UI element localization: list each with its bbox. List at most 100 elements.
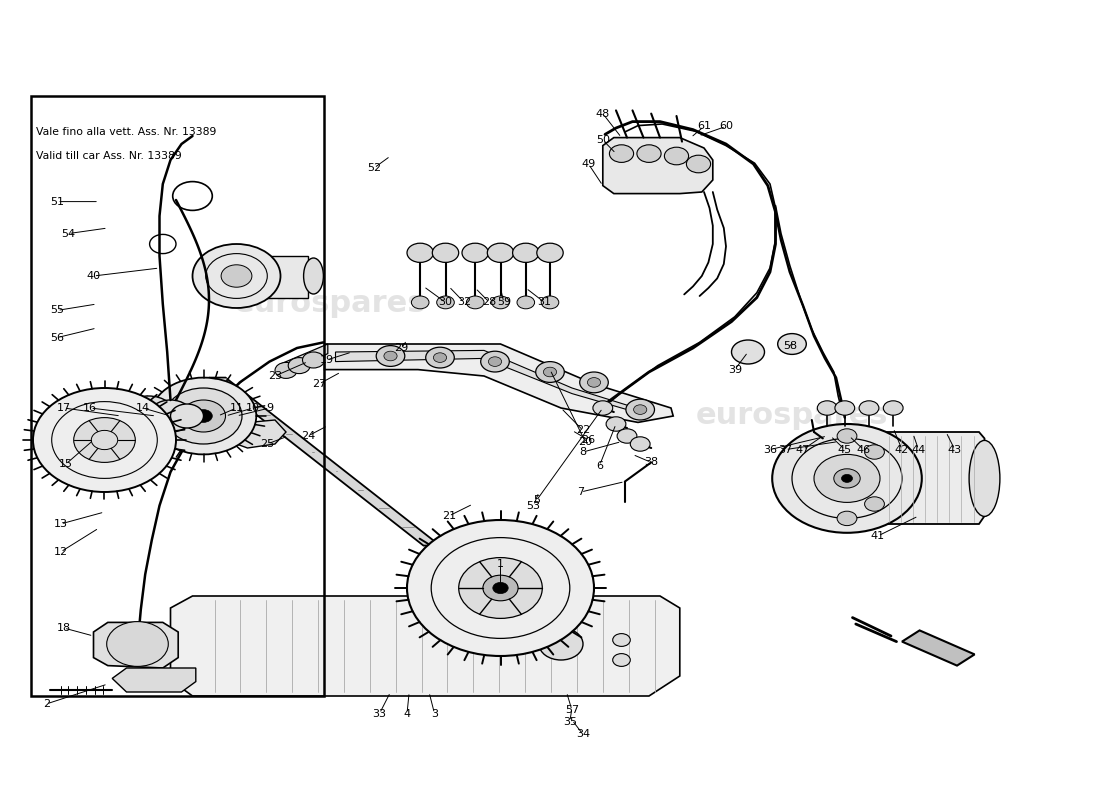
Circle shape <box>170 404 204 428</box>
Text: 34: 34 <box>576 730 590 739</box>
Text: 49: 49 <box>582 159 595 169</box>
Text: 51: 51 <box>51 197 64 206</box>
Text: 7: 7 <box>578 487 584 497</box>
Circle shape <box>686 155 711 173</box>
Text: 5: 5 <box>534 495 540 505</box>
Text: 55: 55 <box>51 306 64 315</box>
Polygon shape <box>112 668 196 692</box>
Polygon shape <box>603 138 713 194</box>
Text: 53: 53 <box>527 501 540 510</box>
Circle shape <box>634 405 647 414</box>
Circle shape <box>107 622 168 666</box>
Polygon shape <box>209 378 440 546</box>
Circle shape <box>835 401 855 415</box>
Text: 10: 10 <box>246 403 260 413</box>
Circle shape <box>541 296 559 309</box>
Text: 2: 2 <box>43 699 50 709</box>
Circle shape <box>778 334 806 354</box>
Text: 29: 29 <box>395 343 408 353</box>
Circle shape <box>630 437 650 451</box>
Text: 28: 28 <box>483 298 496 307</box>
Circle shape <box>302 352 324 368</box>
Text: 57: 57 <box>565 706 579 715</box>
Bar <box>31 96 324 696</box>
Text: 33: 33 <box>373 709 386 718</box>
Text: Vale fino alla vett. Ass. Nr. 13389: Vale fino alla vett. Ass. Nr. 13389 <box>36 127 217 137</box>
Circle shape <box>74 418 135 462</box>
Text: 12: 12 <box>54 547 67 557</box>
Text: 25: 25 <box>261 439 274 449</box>
Text: 38: 38 <box>645 458 658 467</box>
Circle shape <box>195 410 212 422</box>
Text: 46: 46 <box>857 445 870 454</box>
Text: 32: 32 <box>458 298 471 307</box>
Polygon shape <box>324 344 673 422</box>
Text: 47: 47 <box>796 445 810 454</box>
Circle shape <box>407 243 433 262</box>
Text: 37: 37 <box>779 445 792 454</box>
Circle shape <box>637 145 661 162</box>
Circle shape <box>617 429 637 443</box>
Circle shape <box>664 147 689 165</box>
Text: eurospares: eurospares <box>233 290 427 318</box>
Text: 26: 26 <box>582 435 595 445</box>
Circle shape <box>513 243 539 262</box>
Circle shape <box>613 634 630 646</box>
Circle shape <box>488 357 502 366</box>
Text: 17: 17 <box>57 403 70 413</box>
Text: 39: 39 <box>728 365 741 374</box>
Circle shape <box>865 445 884 459</box>
Circle shape <box>459 558 542 618</box>
Polygon shape <box>874 432 984 524</box>
Circle shape <box>483 575 518 601</box>
Text: 41: 41 <box>871 531 884 541</box>
Text: 50: 50 <box>596 135 609 145</box>
Circle shape <box>33 388 176 492</box>
Text: 4: 4 <box>404 709 410 718</box>
Circle shape <box>376 346 405 366</box>
Circle shape <box>859 401 879 415</box>
Text: 18: 18 <box>57 623 70 633</box>
Circle shape <box>587 378 601 387</box>
Circle shape <box>517 296 535 309</box>
Text: 27: 27 <box>312 379 326 389</box>
Text: 16: 16 <box>84 403 97 413</box>
Text: 40: 40 <box>87 271 100 281</box>
Circle shape <box>437 296 454 309</box>
Circle shape <box>883 401 903 415</box>
Circle shape <box>151 378 256 454</box>
Circle shape <box>732 340 764 364</box>
Ellipse shape <box>304 258 323 294</box>
Text: 3: 3 <box>431 709 438 718</box>
Text: 56: 56 <box>51 333 64 342</box>
Text: 44: 44 <box>912 445 925 454</box>
Circle shape <box>539 628 583 660</box>
Text: 35: 35 <box>563 717 576 726</box>
Circle shape <box>606 417 626 431</box>
Polygon shape <box>280 344 328 374</box>
Circle shape <box>626 399 654 420</box>
Text: 58: 58 <box>783 341 796 350</box>
Text: 9: 9 <box>266 403 273 413</box>
Circle shape <box>121 396 176 436</box>
Circle shape <box>613 654 630 666</box>
Polygon shape <box>94 622 178 668</box>
Circle shape <box>481 351 509 372</box>
Circle shape <box>837 429 857 443</box>
Circle shape <box>148 400 192 432</box>
Text: 15: 15 <box>59 459 73 469</box>
Circle shape <box>433 353 447 362</box>
Polygon shape <box>242 256 308 298</box>
Text: 8: 8 <box>580 447 586 457</box>
Circle shape <box>221 265 252 287</box>
Text: 24: 24 <box>301 431 315 441</box>
Circle shape <box>817 401 837 415</box>
Circle shape <box>865 497 884 511</box>
Text: 11: 11 <box>230 403 243 413</box>
Text: 22: 22 <box>576 426 590 435</box>
Circle shape <box>537 243 563 262</box>
Circle shape <box>411 296 429 309</box>
Ellipse shape <box>969 440 1000 517</box>
Text: 23: 23 <box>268 371 282 381</box>
Text: 1: 1 <box>497 559 504 569</box>
